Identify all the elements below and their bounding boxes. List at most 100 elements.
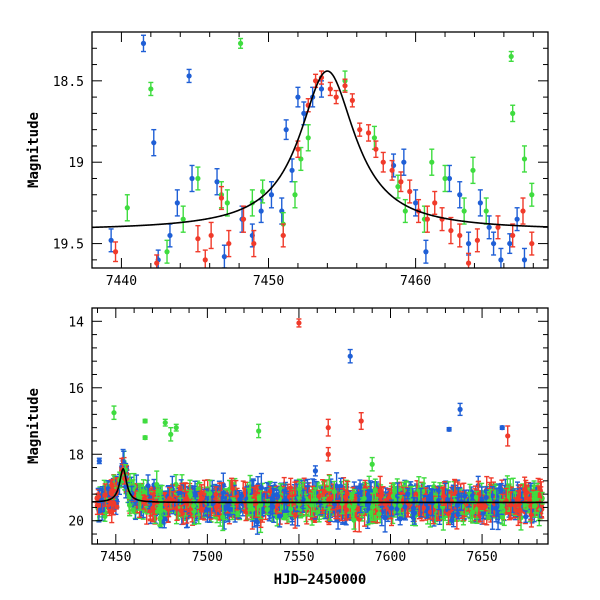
data-point-red <box>425 206 430 232</box>
y-tick-label: 16 <box>68 382 84 397</box>
data-point-red <box>219 187 224 210</box>
data-point-blue <box>295 87 300 107</box>
data-point-red <box>448 218 453 244</box>
data-point-green <box>484 198 489 224</box>
data-point-green <box>510 105 515 121</box>
data-point-red <box>113 242 118 262</box>
data-point-green <box>403 200 408 223</box>
data-point-red <box>209 222 214 248</box>
x-tick-label: 7460 <box>400 274 431 289</box>
data-point-blue <box>515 208 520 231</box>
outlier-point-green <box>143 418 148 423</box>
data-point-red <box>495 216 500 239</box>
data-point-red <box>203 250 208 270</box>
data-point-green <box>429 149 434 175</box>
data-point-green <box>395 175 400 198</box>
y-tick-label: 18.5 <box>53 75 84 90</box>
data-point-green <box>195 167 200 190</box>
x-tick-label: 7450 <box>253 274 284 289</box>
data-point-blue <box>175 190 180 216</box>
data-point-blue <box>189 165 194 191</box>
outlier-point-red <box>296 319 301 327</box>
data-point-red <box>357 123 362 136</box>
outlier-point-green <box>174 424 179 431</box>
data-point-green <box>529 183 534 206</box>
data-point-blue <box>186 69 191 82</box>
data-point-blue <box>284 120 289 140</box>
outlier-point-green <box>163 419 168 426</box>
data-point-green <box>470 157 475 183</box>
data-point-green <box>462 198 467 224</box>
outlier-point-red <box>326 448 331 461</box>
data-point-red <box>366 125 371 141</box>
data-point-blue <box>141 35 146 51</box>
data-point-green <box>225 190 230 216</box>
data-point-green <box>125 195 130 221</box>
data-point-red <box>529 232 534 255</box>
data-point-green <box>522 146 527 172</box>
data-point-blue <box>487 216 492 239</box>
data-point-green <box>442 165 447 191</box>
data-point-green <box>238 39 243 49</box>
data-point-red <box>350 94 355 107</box>
data-point-red <box>334 91 339 104</box>
outlier-point-red <box>326 419 331 436</box>
y-tick-label: 14 <box>68 315 84 330</box>
outlier-point-blue <box>97 458 102 463</box>
x-tick-label: 7440 <box>106 274 137 289</box>
outlier-point-green <box>168 428 173 441</box>
outlier-point-green <box>143 435 148 440</box>
y-tick-label: 18 <box>68 448 84 463</box>
axes-frame <box>92 32 548 268</box>
top-light-curve-panel: 7440 7450 7460 18.5 19 19.5 Magnitude <box>26 32 548 289</box>
data-point-blue <box>466 232 471 255</box>
data-point-green <box>306 125 311 151</box>
x-tick-label: 7450 <box>100 550 131 565</box>
data-point-red <box>195 226 200 252</box>
outlier-point-green <box>111 406 116 419</box>
outlier-point-green <box>256 424 261 437</box>
outlier-point-blue <box>313 466 318 476</box>
data-point-blue <box>457 182 462 208</box>
data-point-red <box>226 231 231 257</box>
data-point-blue <box>167 224 172 247</box>
y-tick-label: 19 <box>68 156 84 171</box>
y-tick-label: 20 <box>68 515 84 530</box>
data-point-green <box>148 82 153 95</box>
data-point-green <box>292 182 297 208</box>
data-point-green <box>509 52 514 62</box>
data-point-red <box>432 192 437 215</box>
outlier-point-blue <box>500 425 505 430</box>
x-tick-label: 7600 <box>375 550 406 565</box>
plot-area <box>92 319 548 534</box>
data-point-red <box>381 152 386 172</box>
data-point-blue <box>109 229 114 252</box>
x-tick-label: 7650 <box>466 550 497 565</box>
outlier-point-blue <box>348 350 353 363</box>
data-point-blue <box>423 240 428 263</box>
data-point-blue <box>491 232 496 255</box>
x-tick-label: 7550 <box>283 550 314 565</box>
plot-area <box>92 35 548 273</box>
outlier-point-blue <box>447 427 452 432</box>
outlier-point-red <box>359 413 364 430</box>
data-point-red <box>439 208 444 231</box>
data-point-blue <box>151 130 156 156</box>
data-point-red <box>466 253 471 273</box>
data-point-blue <box>289 159 294 182</box>
y-axis-title: Magnitude <box>26 112 42 188</box>
x-tick-label: 7500 <box>192 550 223 565</box>
outlier-point-blue <box>457 403 462 415</box>
data-point-blue <box>222 245 227 268</box>
data-point-red <box>407 180 412 203</box>
data-point-red <box>457 224 462 247</box>
data-point-green <box>164 240 169 263</box>
data-point-red <box>475 229 480 252</box>
x-axis-title: HJD−2450000 <box>274 572 367 588</box>
data-point-red <box>328 82 333 95</box>
data-point-green <box>181 206 186 232</box>
y-tick-label: 19.5 <box>53 238 84 253</box>
data-point-blue <box>478 190 483 216</box>
data-point-blue <box>214 169 219 195</box>
